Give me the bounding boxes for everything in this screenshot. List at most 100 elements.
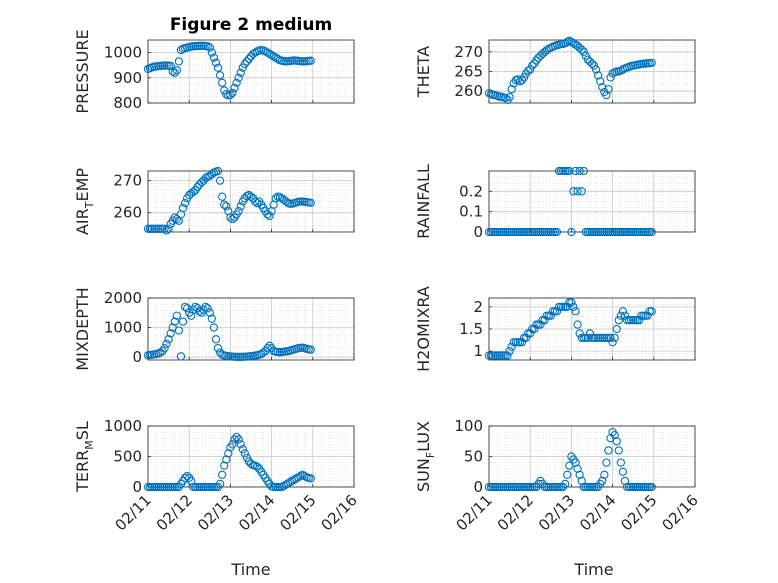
data-point	[563, 470, 572, 479]
data-point	[178, 317, 188, 326]
y-tick-label: 1000	[104, 417, 142, 435]
data-point	[565, 36, 574, 45]
data-point	[540, 315, 549, 325]
data-point	[292, 474, 301, 483]
data-point	[577, 45, 586, 54]
data-point	[567, 298, 576, 307]
y-tick-label: 270	[454, 43, 483, 61]
data-point	[222, 202, 231, 211]
series-markers	[143, 302, 315, 362]
data-point	[526, 65, 535, 74]
data-point	[647, 482, 656, 492]
data-point	[552, 307, 562, 316]
data-point	[616, 458, 625, 467]
data-point	[263, 48, 272, 57]
data-point	[567, 227, 576, 237]
data-point	[571, 307, 580, 316]
data-point	[232, 432, 241, 442]
x-tick-label: 02/11	[112, 491, 155, 534]
series-markers	[143, 166, 315, 235]
y-tick-label: 2	[473, 298, 483, 316]
data-point	[215, 479, 225, 489]
data-point	[170, 317, 179, 326]
data-point	[203, 304, 212, 313]
data-point	[606, 73, 615, 82]
data-point	[589, 61, 599, 70]
data-point	[230, 83, 239, 93]
data-point	[281, 480, 291, 489]
data-point	[213, 63, 223, 72]
data-point	[567, 37, 576, 47]
subplot-5: 0 1000 2000 MIXDEPTH	[73, 287, 355, 371]
data-point	[571, 166, 580, 176]
data-point	[563, 37, 572, 47]
data-point	[218, 192, 227, 201]
data-point	[248, 49, 258, 59]
y-tick-label: 0	[473, 223, 483, 241]
data-point	[569, 39, 578, 48]
data-point	[162, 339, 171, 348]
data-point	[526, 329, 535, 338]
series-markers	[484, 298, 656, 360]
y-tick-label: 0	[473, 478, 483, 496]
y-tick-label: 900	[113, 69, 142, 87]
data-point	[234, 206, 243, 216]
x-tick-label: 02/14	[576, 491, 619, 534]
y-axis-label: THETA	[414, 46, 433, 98]
x-tick-label: 02/13	[194, 491, 237, 534]
data-point	[585, 329, 595, 338]
data-point	[296, 471, 305, 481]
data-point	[228, 440, 237, 449]
data-point	[523, 66, 533, 75]
data-point	[536, 320, 545, 329]
data-point	[267, 50, 276, 60]
data-point	[561, 39, 570, 48]
data-point	[569, 187, 578, 196]
data-point	[501, 93, 510, 103]
y-tick-label: 0.1	[459, 203, 483, 221]
series-markers	[143, 432, 315, 492]
x-tick-label: 02/16	[318, 491, 361, 534]
data-point	[253, 462, 262, 472]
data-point	[519, 73, 529, 82]
series-markers	[143, 41, 315, 100]
subplot-4: 0 0.1 0.2 RAINFALL	[414, 164, 696, 241]
data-point	[230, 435, 239, 444]
y-tick-label: 1000	[104, 44, 142, 62]
data-point	[220, 200, 229, 209]
data-point	[170, 68, 179, 77]
data-point	[618, 467, 628, 476]
data-point	[618, 307, 628, 316]
data-point	[647, 58, 656, 67]
grid	[488, 170, 696, 233]
data-point	[604, 446, 613, 455]
data-point	[306, 56, 315, 65]
data-point	[503, 95, 512, 104]
data-point	[257, 349, 266, 359]
data-point	[213, 344, 223, 353]
data-point	[604, 85, 613, 94]
data-point	[285, 477, 295, 487]
data-point	[283, 479, 293, 488]
data-point	[164, 335, 173, 344]
data-point	[532, 56, 541, 65]
data-point	[271, 194, 280, 203]
data-point	[242, 57, 252, 66]
y-tick-label: 0	[132, 478, 142, 496]
data-point	[201, 173, 210, 183]
data-point	[228, 88, 237, 98]
data-point	[234, 73, 243, 82]
y-axis-label: TERRMSL	[73, 421, 96, 493]
data-point	[193, 182, 202, 192]
y-axis-label: MIXDEPTH	[73, 287, 92, 370]
data-point	[635, 315, 644, 325]
data-point	[240, 449, 249, 458]
data-point	[226, 90, 235, 100]
data-point	[172, 311, 181, 320]
data-point	[244, 54, 254, 64]
subplot-3: 260 270 AIRTEMP	[73, 166, 355, 235]
data-point	[222, 90, 231, 99]
